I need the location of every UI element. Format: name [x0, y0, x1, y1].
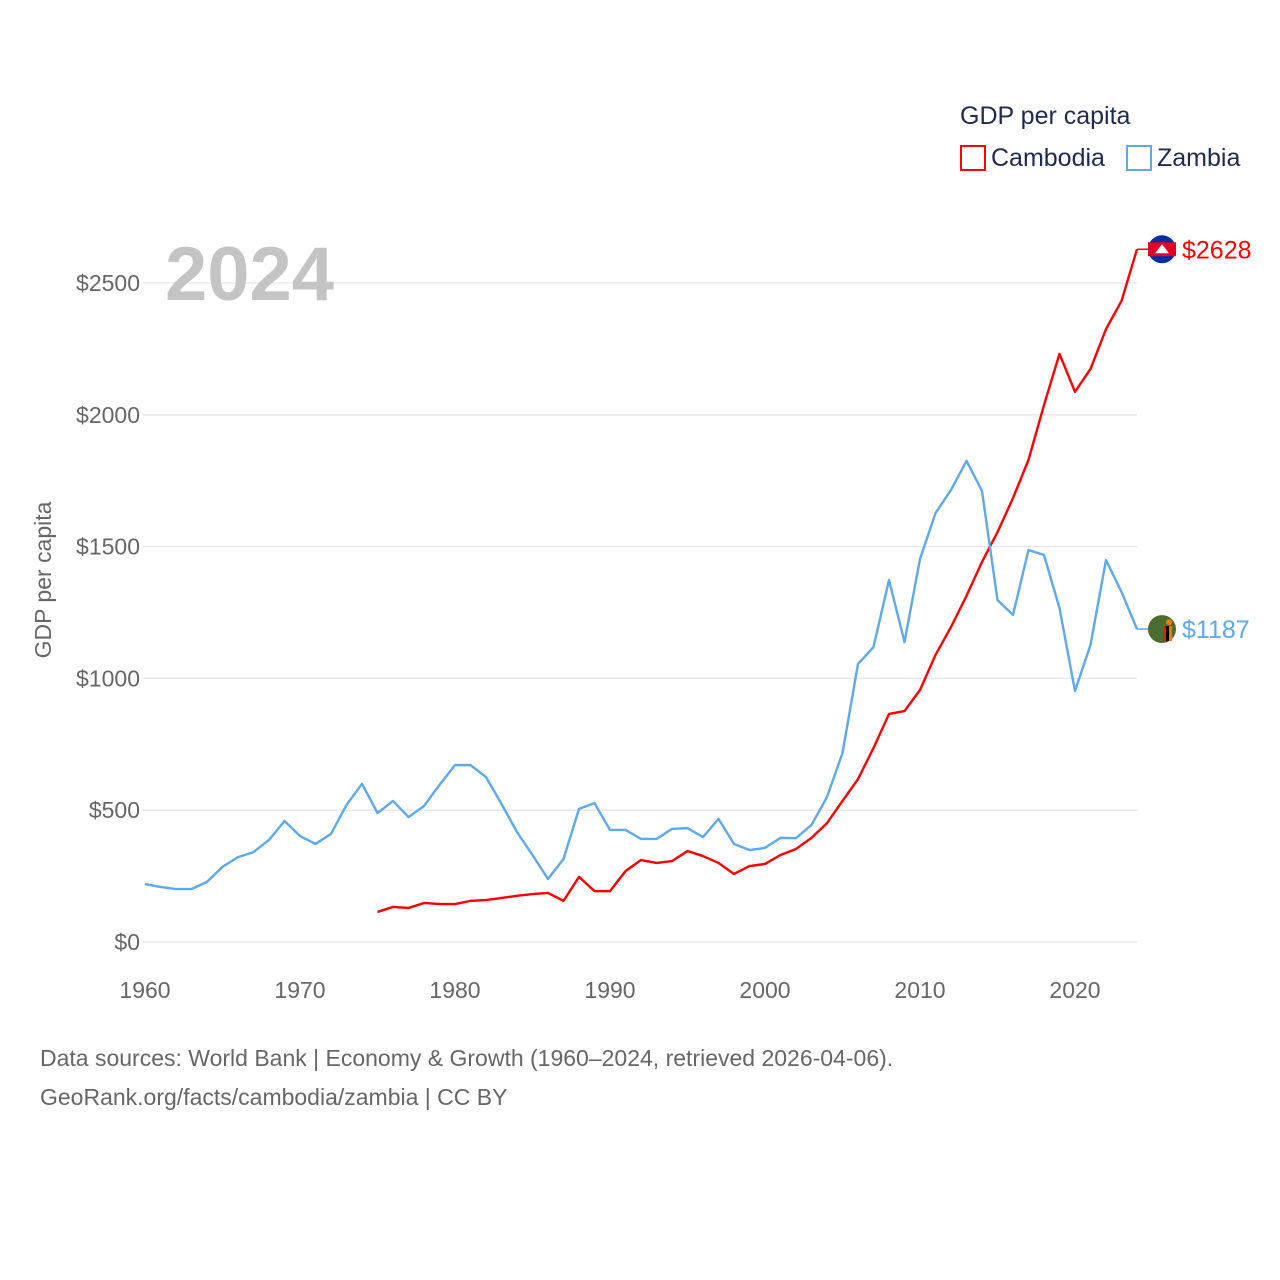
x-tick-label: 1970 — [274, 977, 325, 1003]
legend-title: GDP per capita — [960, 102, 1131, 130]
y-tick-label: $2000 — [76, 402, 140, 428]
y-axis-label: GDP per capita — [30, 501, 56, 658]
x-tick-label: 2020 — [1049, 977, 1100, 1003]
legend-swatch-cambodia — [960, 145, 986, 171]
end-value-label-cambodia: $2628 — [1182, 236, 1252, 264]
footer-credit: GeoRank.org/facts/cambodia/zambia | CC B… — [40, 1084, 508, 1110]
end-value-label-zambia: $1187 — [1182, 616, 1250, 644]
year-watermark: 2024 — [165, 232, 334, 317]
legend-label-zambia: Zambia — [1157, 144, 1240, 172]
x-tick-label: 1960 — [119, 977, 170, 1003]
legend-item-cambodia[interactable]: Cambodia — [960, 144, 1105, 172]
zambia-flag-icon — [1148, 615, 1176, 644]
y-tick-label: $2500 — [76, 270, 140, 296]
y-tick-label: $0 — [114, 929, 140, 955]
x-tick-label: 1990 — [584, 977, 635, 1003]
legend-item-zambia[interactable]: Zambia — [1126, 144, 1240, 172]
series-line-cambodia — [377, 248, 1139, 914]
x-tick-label: 2010 — [894, 977, 945, 1003]
x-tick-label: 2000 — [739, 977, 790, 1003]
series-line-zambia — [144, 459, 1139, 891]
cambodia-flag-icon — [1148, 235, 1176, 264]
y-tick-label: $1500 — [76, 534, 140, 560]
legend-label-cambodia: Cambodia — [991, 144, 1105, 172]
x-tick-label: 1980 — [429, 977, 480, 1003]
y-tick-label: $500 — [89, 797, 140, 823]
legend-swatch-zambia — [1126, 145, 1152, 171]
footer-sources: Data sources: World Bank | Economy & Gro… — [40, 1045, 894, 1071]
y-tick-label: $1000 — [76, 665, 140, 691]
